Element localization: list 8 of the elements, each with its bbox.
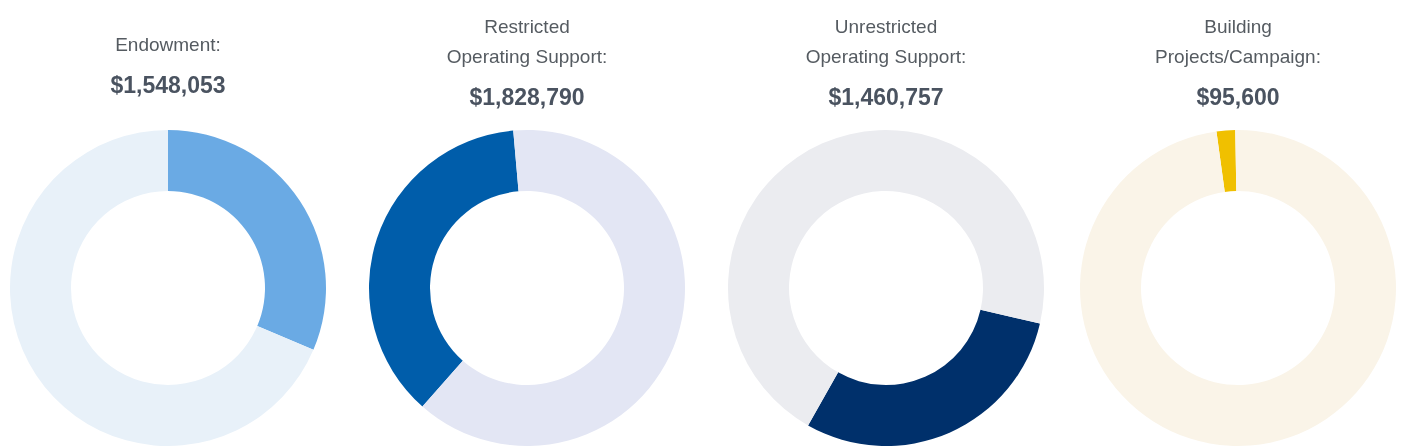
chart-title: Building Projects/Campaign: <box>1155 15 1321 67</box>
chart-subtitle: $1,828,790 <box>469 83 585 110</box>
chart-title: Restricted Operating Support: <box>446 15 608 67</box>
chart-subtitle: $1,460,757 <box>828 83 944 110</box>
chart-title: Unrestricted Operating Support: <box>805 15 967 67</box>
chart-subtitle: $1,548,053 <box>110 71 226 98</box>
chart-subtitle: $95,600 <box>1196 83 1280 110</box>
chart-title: Endowment: <box>115 33 221 55</box>
